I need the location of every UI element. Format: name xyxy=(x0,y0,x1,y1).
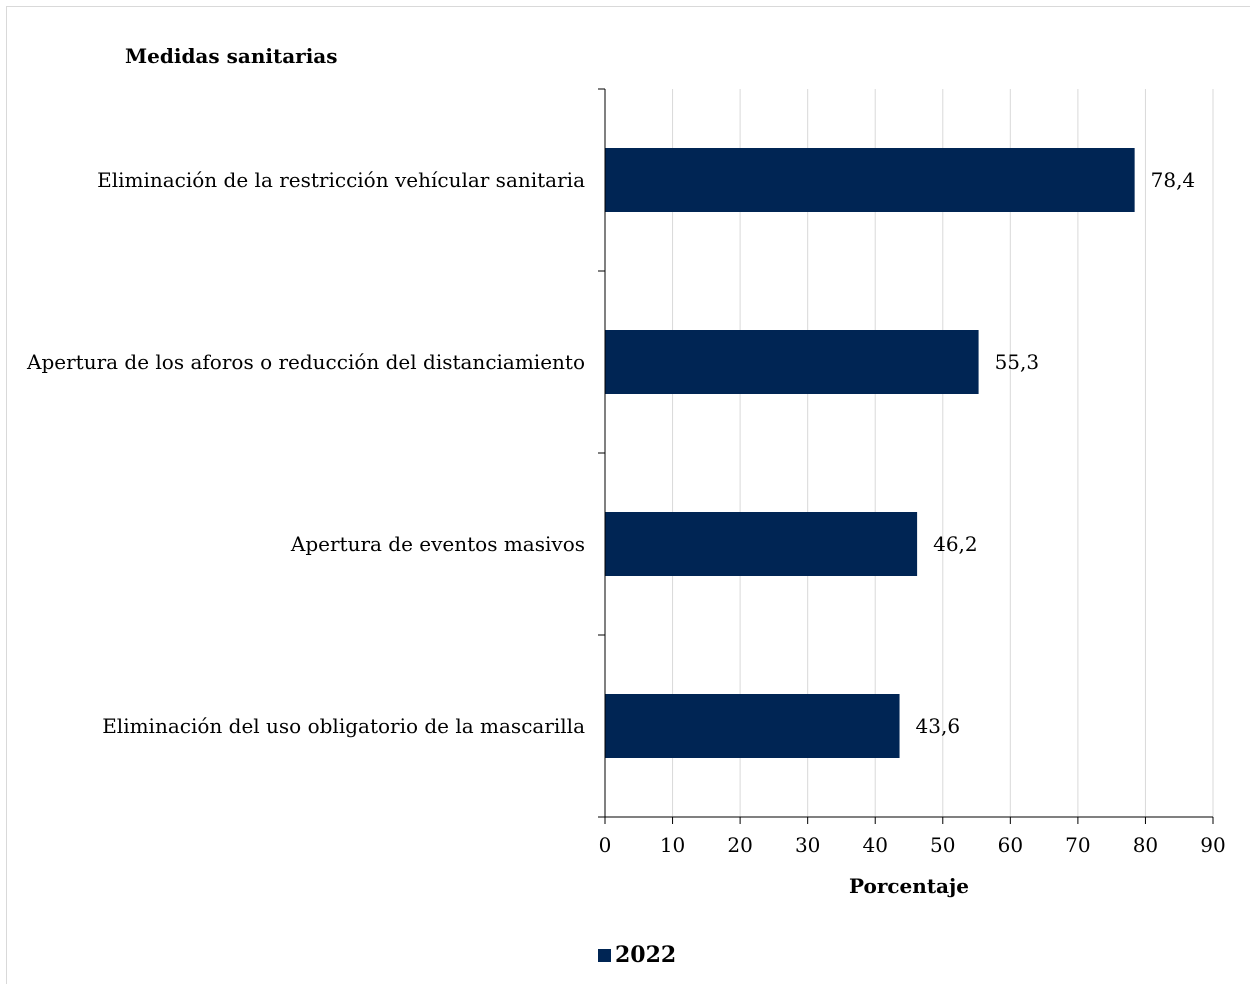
bar xyxy=(605,330,979,394)
category-label: Eliminación del uso obligatorio de la ma… xyxy=(102,714,585,738)
x-tick-label: 30 xyxy=(795,833,820,857)
category-label: Eliminación de la restricción vehícular … xyxy=(97,168,585,192)
bar xyxy=(605,694,900,758)
data-label: 78,4 xyxy=(1151,168,1196,192)
x-tick-label: 90 xyxy=(1200,833,1225,857)
x-tick-label: 50 xyxy=(930,833,955,857)
x-tick-label: 0 xyxy=(599,833,612,857)
bars: 78,4 55,3 46,2 43,6 xyxy=(605,148,1195,758)
axes: 0 10 20 30 40 50 60 70 80 90 Eliminación de la res… xyxy=(26,88,1226,857)
x-tick-label: 10 xyxy=(660,833,685,857)
data-label: 43,6 xyxy=(916,714,961,738)
axis-title-y: Medidas sanitarias xyxy=(125,44,338,68)
x-tick-label: 60 xyxy=(998,833,1023,857)
x-tick-label: 70 xyxy=(1065,833,1090,857)
legend-label: 2022 xyxy=(615,942,677,968)
legend-swatch xyxy=(598,948,611,962)
axis-title-x: Porcentaje xyxy=(849,874,969,898)
data-label: 46,2 xyxy=(933,532,978,556)
data-label: 55,3 xyxy=(995,350,1040,374)
chart-frame xyxy=(6,6,1250,984)
bar xyxy=(605,148,1135,212)
x-tick-label: 20 xyxy=(727,833,752,857)
bar xyxy=(605,512,918,576)
category-label: Apertura de eventos masivos xyxy=(290,532,585,556)
legend: 2022 xyxy=(598,942,676,968)
category-label: Apertura de los aforos o reducción del d… xyxy=(26,350,585,374)
x-tick-label: 40 xyxy=(862,833,887,857)
x-tick-label: 80 xyxy=(1133,833,1158,857)
